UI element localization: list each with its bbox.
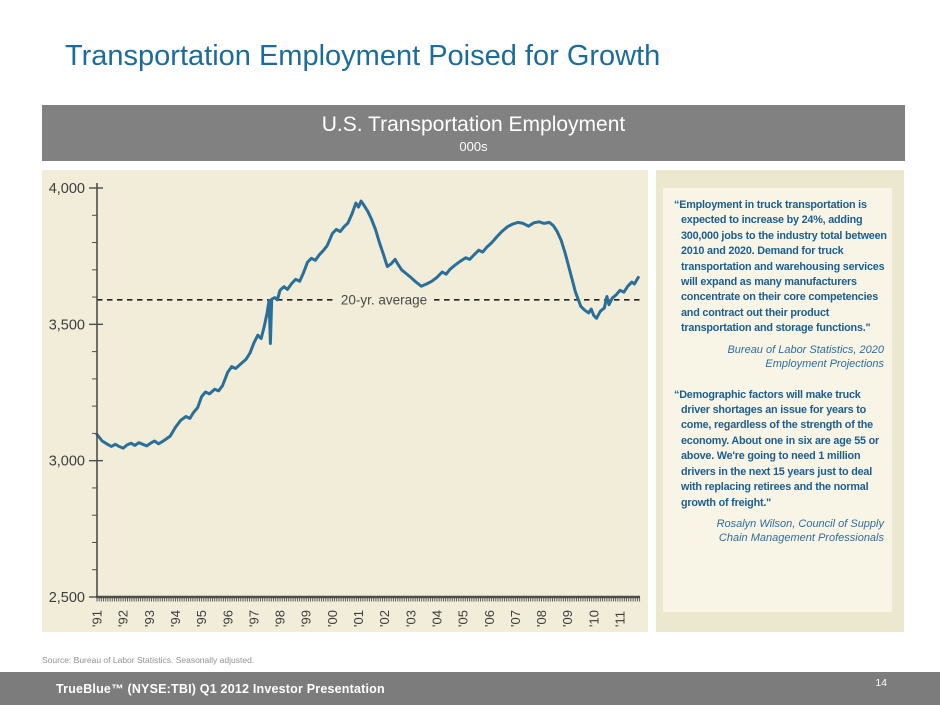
svg-text:'02: '02	[377, 610, 392, 627]
svg-text:3,500: 3,500	[49, 317, 85, 333]
svg-text:'98: '98	[273, 610, 288, 627]
svg-text:3,000: 3,000	[49, 454, 85, 470]
svg-text:'06: '06	[482, 610, 497, 627]
footer-presentation-label: TrueBlue™ (NYSE:TBI) Q1 2012 Investor Pr…	[56, 682, 385, 696]
average-line-label: 20-yr. average	[341, 292, 427, 307]
page-title: Transportation Employment Poised for Gro…	[65, 40, 661, 72]
svg-text:'93: '93	[142, 610, 157, 627]
svg-text:4,000: 4,000	[49, 181, 85, 197]
svg-text:'94: '94	[168, 610, 183, 627]
svg-text:'99: '99	[299, 610, 314, 627]
svg-text:'04: '04	[429, 610, 444, 627]
quote-inner-box: “Employment in truck transportation is e…	[663, 188, 892, 612]
svg-text:'09: '09	[560, 610, 575, 627]
svg-text:'11: '11	[613, 611, 628, 627]
quote-panel: “Employment in truck transportation is e…	[656, 170, 904, 632]
employment-line-chart: 2,500 3,000 3,500 4,000 '91 '92 '93 '94 '95 '96 '9…	[49, 181, 641, 627]
svg-text:'01: '01	[351, 610, 366, 627]
svg-text:'96: '96	[220, 610, 235, 627]
svg-text:'05: '05	[456, 610, 471, 627]
svg-text:'91: '91	[90, 610, 105, 627]
quote-bls-attribution: Bureau of Labor Statistics, 2020 Employm…	[727, 343, 884, 371]
quote-bls: “Employment in truck transportation is e…	[674, 199, 887, 335]
svg-text:'08: '08	[534, 610, 549, 627]
chart-header-bar: U.S. Transportation Employment 000s	[42, 105, 905, 161]
quote-wilson: “Demographic factors will make truck dri…	[674, 388, 879, 509]
source-note: Source: Bureau of Labor Statistics. Seas…	[42, 655, 255, 665]
quote-wilson-attribution: Rosalyn Wilson, Council of Supply Chain …	[716, 517, 884, 545]
svg-text:2,500: 2,500	[49, 590, 85, 606]
svg-text:'07: '07	[508, 610, 523, 627]
svg-text:'92: '92	[116, 610, 131, 627]
chart-units-label: 000s	[459, 139, 488, 154]
svg-text:'10: '10	[586, 610, 601, 627]
svg-text:'97: '97	[246, 610, 261, 627]
chart-title: U.S. Transportation Employment	[321, 113, 626, 136]
svg-text:'03: '03	[403, 610, 418, 627]
svg-text:'00: '00	[325, 610, 340, 627]
svg-text:'95: '95	[194, 610, 209, 627]
page-number: 14	[875, 677, 887, 689]
chart-panel: 2,500 3,000 3,500 4,000 '91 '92 '93 '94 '95 '96 '9…	[42, 170, 648, 632]
footer-bar: TrueBlue™ (NYSE:TBI) Q1 2012 Investor Pr…	[0, 672, 940, 705]
